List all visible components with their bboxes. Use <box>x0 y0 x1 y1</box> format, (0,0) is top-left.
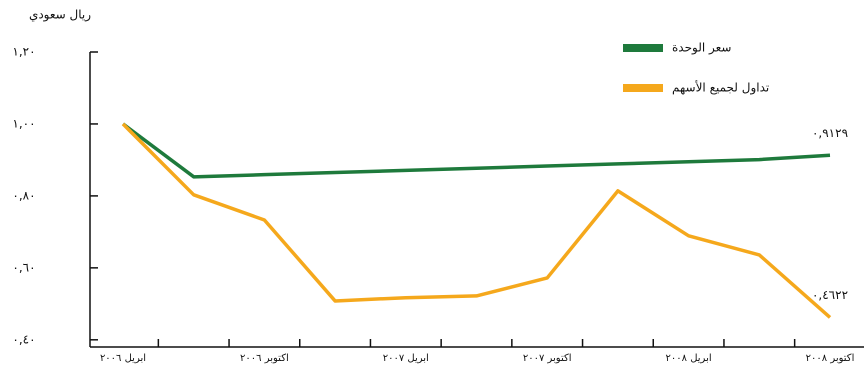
legend-label: تداول لجميع الأسهم <box>672 80 769 96</box>
x-tick-label: ابريل ٢٠٠٧ <box>383 353 429 364</box>
y-tick-label: ١,٠٠ <box>12 116 35 130</box>
x-tick-label: اكتوبر ٢٠٠٨ <box>806 353 855 364</box>
legend-swatch <box>623 84 663 92</box>
y-axis-label: ريال سعودي <box>29 8 91 23</box>
series-line <box>121 122 832 319</box>
y-tick-label: ١,٢٠ <box>12 45 35 59</box>
x-tick-label: اكتوبر ٢٠٠٧ <box>523 353 572 364</box>
x-tick-label: اكتوبر ٢٠٠٦ <box>240 353 289 364</box>
series-line <box>121 122 831 179</box>
x-tick-label: ابريل ٢٠٠٦ <box>100 353 146 364</box>
y-tick-label: ٠,٨٠ <box>12 188 35 202</box>
value-label: ٠,٩١٢٩ <box>812 126 848 140</box>
y-tick-label: ٠,٦٠ <box>12 260 35 274</box>
value-label: ٠,٤٦٢٢ <box>812 288 848 302</box>
x-tick-label: ابريل ٢٠٠٨ <box>666 353 712 364</box>
legend-label: سعر الوحدة <box>672 41 731 56</box>
legend-swatch <box>623 44 663 52</box>
y-tick-label: ٠,٤٠ <box>12 332 35 346</box>
